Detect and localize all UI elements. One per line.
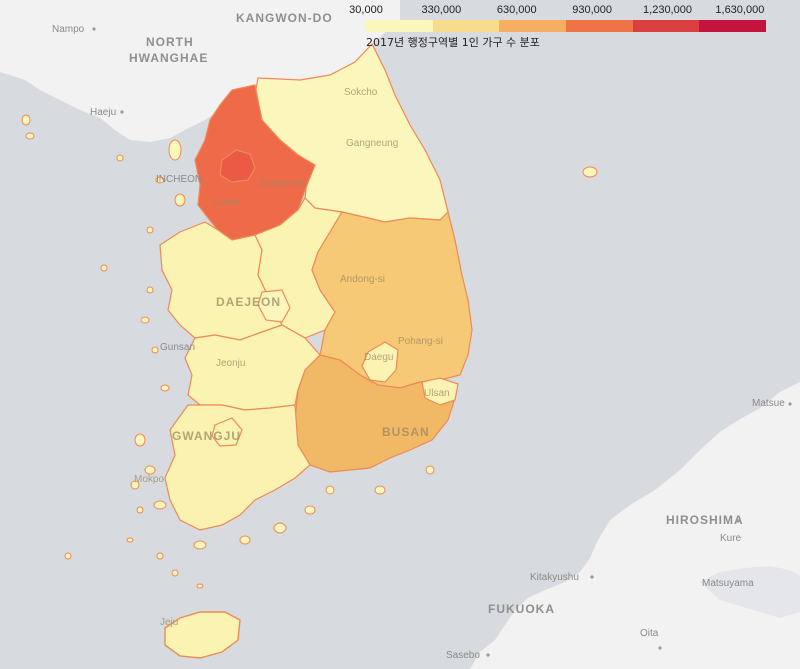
label-incheon: INCHEON xyxy=(156,174,202,185)
dot-nampo xyxy=(92,27,96,31)
legend-tick: 1,630,000 xyxy=(715,4,765,16)
label-gangneung: Gangneung xyxy=(346,138,398,149)
label-daegu: Daegu xyxy=(364,352,393,363)
label-gwangju: GWANGJU xyxy=(172,429,241,443)
label-matsue: Matsue xyxy=(752,398,785,409)
label-pohang: Pohang-si xyxy=(398,336,443,347)
legend-tick: 630,000 xyxy=(496,4,537,16)
legend-swatch-0 xyxy=(366,20,433,32)
label-sasebo: Sasebo xyxy=(446,650,480,661)
label-hiroshima: HIROSHIMA xyxy=(666,513,744,527)
label-andong: Andong-si xyxy=(340,274,385,285)
label-kangwon-do: KANGWON-DO xyxy=(236,11,333,25)
region-jeonbuk[interactable] xyxy=(184,324,321,411)
dot-oita xyxy=(658,646,662,650)
region-daejeon[interactable] xyxy=(257,289,291,323)
land-north-korea xyxy=(0,0,400,142)
label-gunsan: Gunsan xyxy=(160,342,195,353)
region-jeju[interactable] xyxy=(164,611,241,659)
label-jeju: Jeju xyxy=(160,617,178,628)
legend-swatch-4 xyxy=(632,20,700,32)
region-gwangju[interactable] xyxy=(211,417,243,447)
label-fukuoka: FUKUOKA xyxy=(488,602,555,616)
legend-title: 2017년 행정구역별 1인 가구 수 분포 xyxy=(366,36,540,49)
legend-tick: 930,000 xyxy=(572,4,613,16)
label-north: NORTH xyxy=(146,35,194,49)
legend-swatch-1 xyxy=(432,20,500,32)
label-nampo: Nampo xyxy=(52,24,85,35)
label-mokpo: Mokpo xyxy=(134,474,164,485)
label-matsuyama: Matsuyama xyxy=(702,578,754,589)
land-shikoku xyxy=(700,566,800,618)
islands xyxy=(21,114,598,589)
label-oita: Oita xyxy=(640,628,659,639)
legend-tick: 30,000 xyxy=(349,4,383,16)
label-hwanghae: HWANGHAE xyxy=(129,51,208,65)
dot-hiroshima xyxy=(736,519,740,523)
label-kure: Kure xyxy=(720,533,742,544)
region-ulsan[interactable] xyxy=(421,377,459,406)
legend-tick: 330,000 xyxy=(421,4,462,16)
legend-swatch-2 xyxy=(499,20,567,32)
color-legend: 30,000 330,000 630,000 930,000 1,230,000… xyxy=(349,4,768,49)
label-seongnam: Seongnam xyxy=(258,178,306,189)
label-sokcho: Sokcho xyxy=(344,87,378,98)
legend-swatch-3 xyxy=(566,20,633,32)
label-suwon: Suwon xyxy=(212,197,243,208)
place-labels: KANGWON-DO Nampo NORTH HWANGHAE Haeju So… xyxy=(52,11,792,661)
legend-color-bar xyxy=(366,20,767,32)
label-jeonju: Jeonju xyxy=(216,358,245,369)
label-haeju: Haeju xyxy=(90,107,116,118)
region-daegu[interactable] xyxy=(361,341,399,383)
legend-swatch-5 xyxy=(699,20,767,32)
dot-haeju xyxy=(120,110,124,114)
dot-matsue xyxy=(788,402,792,406)
region-jeonnam[interactable] xyxy=(164,404,311,531)
label-ulsan: Ulsan xyxy=(424,388,450,399)
label-daejeon: DAEJEON xyxy=(216,295,281,309)
label-busan: BUSAN xyxy=(382,425,430,439)
dot-kitakyushu xyxy=(590,575,594,579)
region-seoul[interactable] xyxy=(219,149,256,183)
legend-tick: 1,230,000 xyxy=(643,4,692,16)
dot-sasebo xyxy=(486,653,490,657)
label-kitakyushu: Kitakyushu xyxy=(530,572,579,583)
